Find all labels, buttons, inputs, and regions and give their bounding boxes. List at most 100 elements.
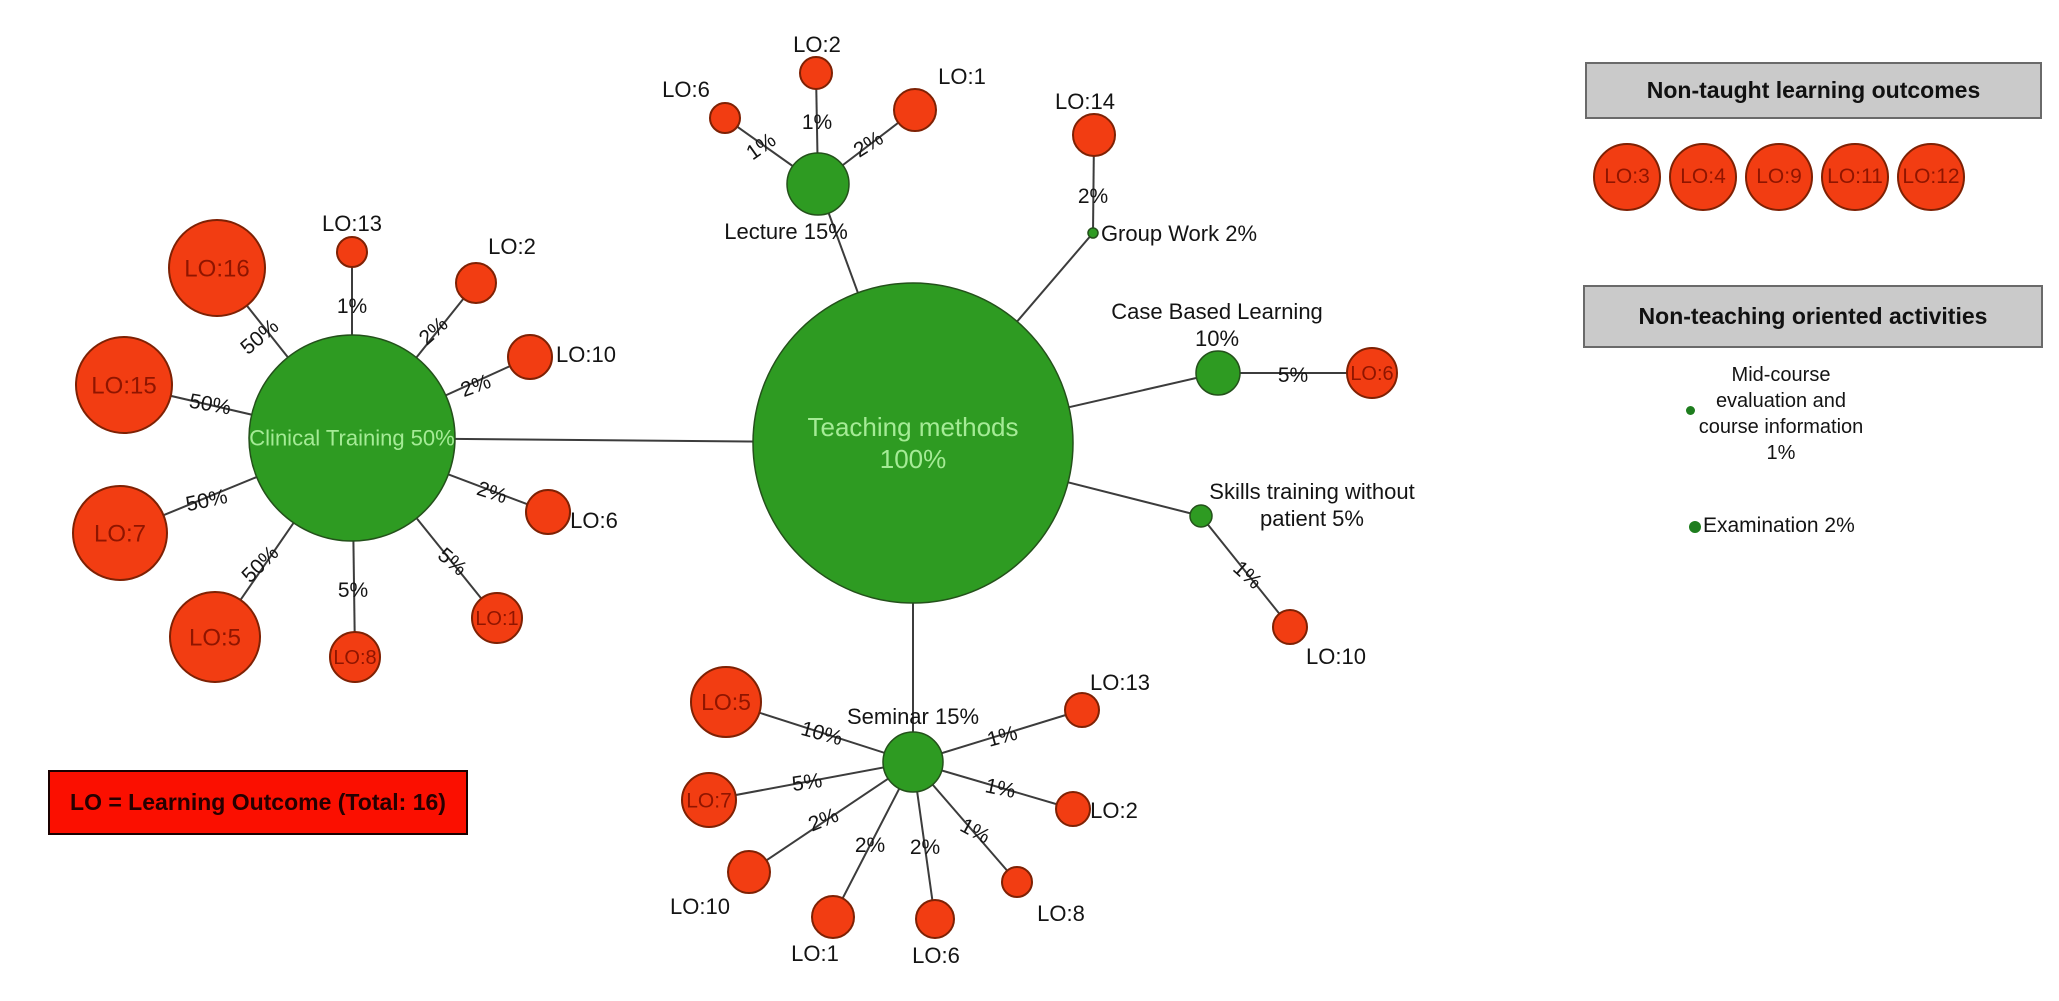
node-sem-lo1	[811, 895, 855, 939]
non-taught-outcome-chip: LO:12	[1897, 143, 1965, 211]
edge-label-lecture-lec-lo1: 2%	[850, 127, 888, 163]
non-taught-outcomes-title: Non-taught learning outcomes	[1646, 77, 1981, 103]
node-clin-lo15	[75, 336, 173, 434]
edge-label-seminar-sem-lo5: 10%	[798, 717, 845, 750]
mid-course-evaluation-label: Mid-course evaluation and course informa…	[1655, 362, 1907, 466]
node-clin-lo16	[168, 219, 266, 317]
label-lec-lo6: LO:6	[662, 77, 710, 102]
non-teaching-activities-title: Non-teaching oriented activities	[1638, 303, 1988, 329]
edge-label-seminar-sem-lo2: 1%	[983, 774, 1017, 803]
node-skills-training	[1189, 504, 1213, 528]
label-seminar: Seminar 15%	[847, 704, 979, 729]
label-case-based-learning: Case Based Learning 10%	[1111, 299, 1323, 351]
edge-label-clinical-training-clin-lo13: 1%	[337, 295, 367, 318]
edge-label-case-based-learning-cbl-lo6: 5%	[1278, 364, 1308, 387]
node-case-based-learning	[1195, 350, 1241, 396]
label-sem-lo10: LO:10	[670, 894, 730, 919]
node-clin-lo13	[336, 236, 368, 268]
node-lec-lo2	[799, 56, 833, 90]
label-sem-lo7: LO:7	[686, 789, 732, 812]
edge-label-clinical-training-clin-lo16: 50%	[236, 315, 283, 360]
edge-label-clinical-training-clin-lo10: 2%	[458, 370, 494, 402]
label-group-work: Group Work 2%	[1101, 221, 1257, 246]
label-clin-lo5: LO:5	[189, 624, 241, 651]
examination-label: Examination 2%	[1703, 514, 1855, 537]
label-clin-lo2: LO:2	[488, 234, 536, 259]
label-sem-lo1: LO:1	[791, 941, 839, 966]
label-clin-lo8: LO:8	[333, 647, 376, 669]
non-taught-outcome-chip: LO:4	[1669, 143, 1737, 211]
legend-box: LO = Learning Outcome (Total: 16)	[48, 770, 468, 835]
edge-label-clinical-training-clin-lo1: 5%	[433, 543, 471, 580]
legend-text: LO = Learning Outcome (Total: 16)	[70, 789, 446, 815]
label-lecture: Lecture 15%	[724, 219, 848, 244]
label-sem-lo6: LO:6	[912, 943, 960, 968]
node-clin-lo8	[329, 631, 381, 683]
edge-label-clinical-training-clin-lo8: 5%	[338, 579, 368, 602]
node-clin-lo2	[455, 262, 497, 304]
edge-label-seminar-sem-lo7: 5%	[790, 769, 823, 796]
label-clin-lo16: LO:16	[184, 255, 249, 282]
non-teaching-activities-header: Non-teaching oriented activities	[1583, 285, 2043, 348]
label-lec-lo2: LO:2	[793, 32, 841, 57]
label-clin-lo6: LO:6	[570, 508, 618, 533]
mid-course-line-2: evaluation and	[1715, 390, 1847, 412]
label-clin-lo1: LO:1	[475, 608, 518, 630]
edge-skills-training-skills-lo10	[1200, 515, 1291, 628]
mid-course-line-3: course information	[1698, 416, 1864, 438]
node-lecture	[786, 152, 850, 216]
node-clin-lo6	[525, 489, 571, 535]
edge-label-group-work-lo14: 2%	[1078, 185, 1108, 208]
node-sem-lo8	[1001, 866, 1033, 898]
node-lec-lo1	[893, 88, 937, 132]
node-clinical-training	[248, 334, 456, 542]
node-clin-lo10	[507, 334, 553, 380]
edge-label-seminar-sem-lo13: 1%	[985, 722, 1020, 752]
node-cbl-lo6	[1346, 347, 1398, 399]
edge-seminar-sem-lo10	[748, 761, 914, 873]
node-sem-lo6	[915, 899, 955, 939]
node-clin-lo1	[471, 592, 523, 644]
edge-label-clinical-training-clin-lo6: 2%	[474, 477, 510, 508]
non-taught-outcome-chip: LO:11	[1821, 143, 1889, 211]
label-skills-training: Skills training without patient 5%	[1209, 479, 1414, 531]
mid-course-line-1: Mid-course	[1731, 364, 1831, 386]
edge-label-skills-training-skills-lo10: 1%	[1228, 556, 1266, 593]
label-sem-lo13: LO:13	[1090, 670, 1150, 695]
node-lec-lo6	[709, 102, 741, 134]
node-sem-lo2	[1055, 791, 1091, 827]
non-taught-outcomes-row: LO:3 LO:4 LO:9 LO:11 LO:12	[1593, 143, 1965, 211]
label-clinical-training: Clinical Training 50%	[249, 426, 454, 451]
examination-node-dot	[1689, 521, 1701, 533]
node-clin-lo5	[169, 591, 261, 683]
label-sem-lo8: LO:8	[1037, 901, 1085, 926]
node-teaching-methods	[752, 282, 1074, 604]
label-clin-lo13: LO:13	[322, 211, 382, 236]
label-clin-lo15: LO:15	[91, 372, 156, 399]
node-group-work	[1087, 227, 1099, 239]
edge-label-clinical-training-clin-lo7: 50%	[184, 485, 230, 516]
node-sem-lo10	[727, 850, 771, 894]
node-clin-lo7	[72, 485, 168, 581]
label-teaching-methods: Teaching methods 100%	[807, 412, 1018, 474]
label-clin-lo7: LO:7	[94, 520, 146, 547]
label-clin-lo10: LO:10	[556, 342, 616, 367]
edge-label-clinical-training-clin-lo15: 50%	[187, 390, 232, 420]
label-sem-lo2: LO:2	[1090, 798, 1138, 823]
non-taught-outcome-chip: LO:3	[1593, 143, 1661, 211]
mid-course-node-dot	[1686, 406, 1695, 415]
edge-label-seminar-sem-lo6: 2%	[910, 836, 940, 859]
node-seminar	[882, 731, 944, 793]
non-taught-outcome-chip: LO:9	[1745, 143, 1813, 211]
node-sem-lo5	[690, 666, 762, 738]
node-sem-lo7	[681, 772, 737, 828]
edge-label-seminar-sem-lo1: 2%	[855, 834, 885, 857]
edge-seminar-sem-lo7	[708, 761, 914, 801]
mid-course-pct: 1%	[1766, 442, 1796, 464]
edge-label-lecture-lec-lo2: 1%	[802, 111, 832, 134]
label-lo14: LO:14	[1055, 89, 1115, 114]
non-taught-outcomes-header: Non-taught learning outcomes	[1585, 62, 2042, 119]
node-sem-lo13	[1064, 692, 1100, 728]
